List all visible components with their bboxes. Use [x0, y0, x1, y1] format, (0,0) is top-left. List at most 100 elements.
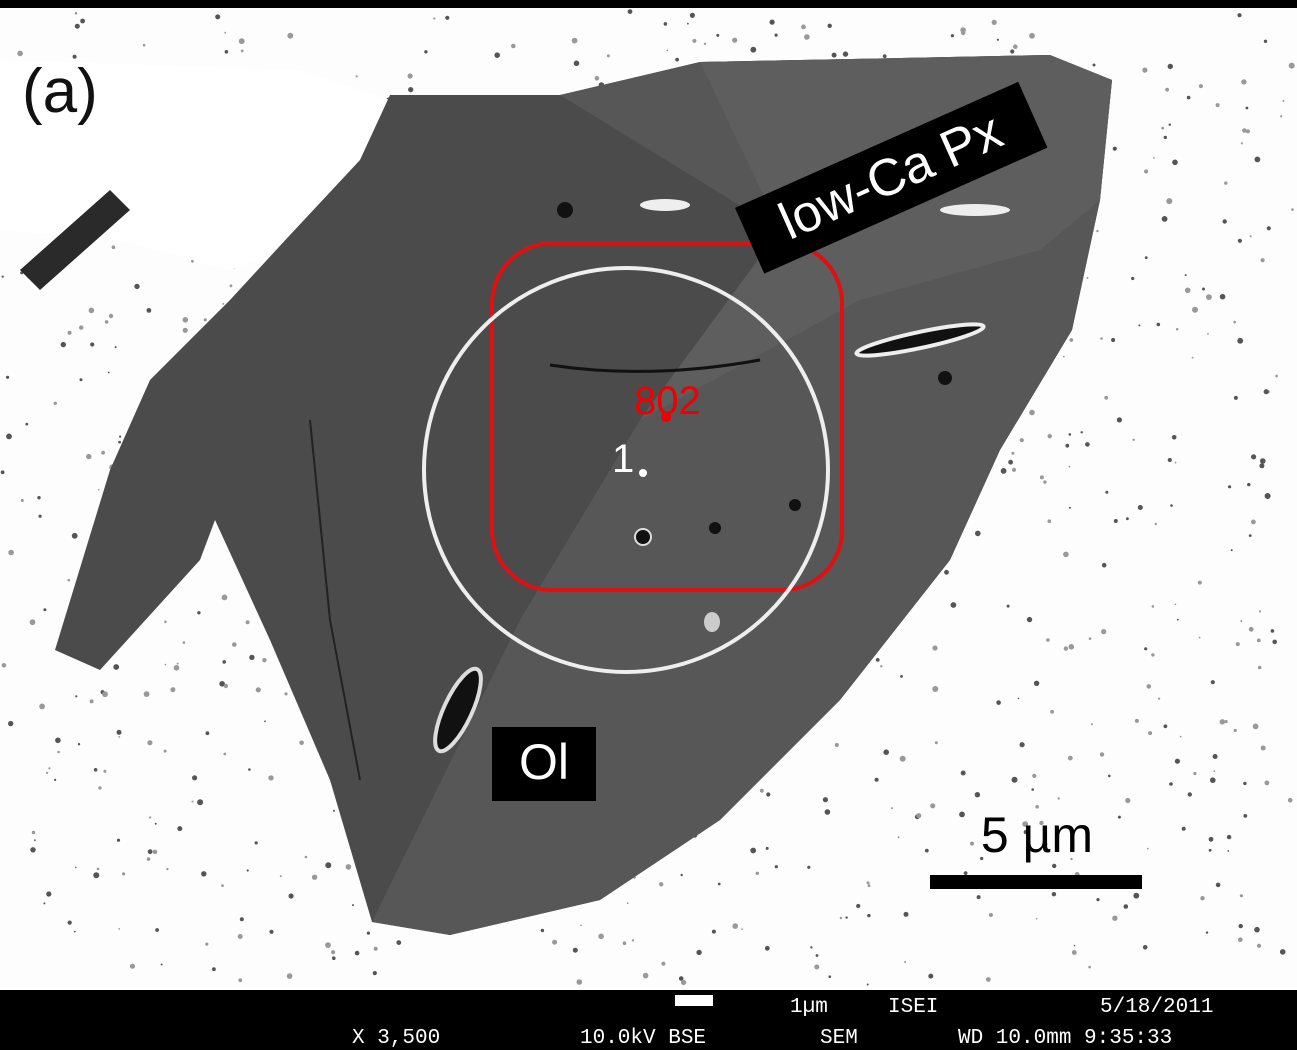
speckle: [1012, 468, 1016, 472]
speckle: [197, 799, 203, 805]
speckle: [1087, 277, 1089, 279]
speckle: [312, 875, 317, 880]
speckle: [511, 44, 516, 49]
speckle: [1291, 208, 1294, 211]
speckle: [1018, 698, 1020, 700]
speckle: [1157, 323, 1161, 327]
speckle: [875, 778, 879, 782]
speckle: [1158, 698, 1160, 700]
speckle: [2, 276, 4, 278]
speckle: [900, 675, 903, 678]
speckle: [1145, 256, 1148, 259]
speckle: [177, 826, 182, 831]
speckle: [814, 965, 819, 970]
speckle: [55, 738, 61, 744]
speckle: [1199, 637, 1201, 639]
speckle: [1117, 417, 1122, 422]
speckle: [770, 20, 775, 25]
speckle: [1267, 226, 1271, 230]
speckle: [164, 621, 167, 624]
speckle: [627, 902, 629, 904]
speckle: [101, 451, 105, 455]
speckle: [1108, 775, 1111, 778]
speckle: [201, 871, 206, 876]
speckle: [78, 743, 80, 745]
speckle: [1036, 918, 1038, 920]
speckle: [1143, 945, 1148, 950]
speckle: [333, 810, 335, 812]
speckle: [928, 974, 933, 979]
speckle: [1250, 235, 1252, 237]
speckle: [1133, 439, 1135, 441]
speckle: [1031, 788, 1034, 791]
speckle: [1069, 507, 1071, 509]
pore: [709, 522, 721, 534]
speckle: [284, 692, 287, 695]
speckle: [1240, 620, 1242, 622]
speckle: [750, 848, 756, 854]
speckle: [1052, 864, 1056, 868]
speckle: [997, 39, 999, 41]
speckle: [825, 809, 831, 815]
pore: [940, 204, 1010, 216]
speckle: [1261, 258, 1265, 262]
speckle: [240, 917, 244, 921]
speckle: [80, 378, 83, 381]
speckle: [970, 842, 974, 846]
speckle: [1175, 462, 1177, 464]
speckle: [959, 812, 965, 818]
speckle: [221, 884, 224, 887]
speckle: [1074, 945, 1076, 947]
speckle: [1237, 13, 1241, 17]
speckle: [1020, 438, 1024, 442]
speckle: [829, 975, 832, 978]
speckle: [1050, 710, 1054, 714]
speckle: [367, 932, 370, 935]
speckle: [732, 38, 737, 43]
speckle: [373, 971, 377, 975]
speckle: [68, 579, 71, 582]
speckle: [975, 531, 981, 537]
speckle: [90, 699, 94, 703]
speckle: [775, 865, 778, 868]
speckle: [916, 813, 921, 818]
speckle: [932, 645, 937, 650]
speckle: [732, 923, 738, 929]
speckle: [756, 872, 759, 875]
speckle: [153, 850, 158, 855]
speckle: [832, 53, 837, 58]
speckle: [1166, 198, 1172, 204]
speckle: [325, 862, 331, 868]
speckle: [1148, 731, 1152, 735]
speckle: [580, 925, 582, 927]
speckle: [1271, 629, 1275, 633]
speckle: [1202, 288, 1205, 291]
speckle: [574, 61, 580, 67]
speckle: [39, 515, 42, 518]
speckle: [191, 260, 194, 263]
speckle: [215, 14, 220, 19]
speckle: [1264, 389, 1269, 394]
speckle: [43, 608, 46, 611]
speckle: [1101, 629, 1106, 634]
speckle: [183, 317, 189, 323]
speckle: [1172, 160, 1178, 166]
speckle: [1029, 410, 1035, 416]
speckle: [108, 372, 110, 374]
speckle: [1161, 127, 1164, 130]
speckle: [346, 864, 352, 870]
speckle: [1216, 103, 1220, 107]
speckle: [867, 984, 869, 986]
speckle: [248, 768, 251, 771]
speckle: [1085, 442, 1090, 447]
speckle: [445, 16, 449, 20]
sem-image: (a) low-Ca Px 802 1 Ol 5 µm 1µm ISEI 5/1…: [0, 0, 1297, 1050]
pore: [789, 499, 801, 511]
speckle: [801, 25, 806, 30]
speckle: [1027, 617, 1032, 622]
speckle: [1069, 433, 1072, 436]
speckle: [1246, 107, 1249, 110]
speckle: [1238, 937, 1243, 942]
speckle: [876, 658, 880, 662]
speckle: [192, 775, 197, 780]
